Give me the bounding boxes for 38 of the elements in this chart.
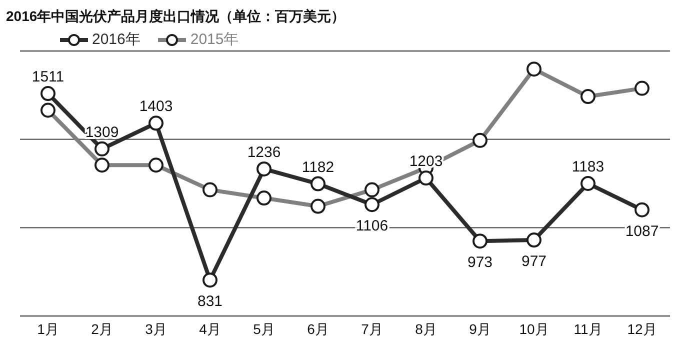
data-label: 1511 <box>32 68 64 86</box>
data-label: 1203 <box>409 153 443 170</box>
legend-label: 2015年 <box>190 30 239 49</box>
data-label: 1087 <box>625 222 659 240</box>
point <box>472 234 488 249</box>
point <box>580 176 596 191</box>
x-tick-label: 2月 <box>91 320 113 337</box>
point <box>94 141 110 156</box>
chart-title: 2016年中国光伏产品月度出口情况（单位：百万美元） <box>6 8 346 26</box>
x-tick-label: 3月 <box>145 320 167 337</box>
x-tick-label: 4月 <box>199 320 221 337</box>
x-tick-label: 11月 <box>574 320 602 337</box>
data-label: 1182 <box>302 158 334 176</box>
x-tick-label: 5月 <box>253 320 275 337</box>
data-label: 1309 <box>85 124 119 141</box>
data-label: 1183 <box>572 158 604 176</box>
x-tick-label: 8月 <box>415 320 437 337</box>
point <box>202 272 218 288</box>
data-label: 977 <box>521 253 547 270</box>
x-tick-label: 7月 <box>361 320 383 337</box>
point <box>40 86 56 102</box>
x-tick-label: 10月 <box>519 320 549 337</box>
data-label: 1403 <box>139 98 173 116</box>
x-tick-label: 1月 <box>37 320 59 337</box>
data-label: 831 <box>197 293 223 310</box>
point <box>418 170 434 186</box>
point <box>310 176 326 192</box>
point <box>148 116 164 131</box>
x-tick-label: 6月 <box>307 320 329 337</box>
point <box>364 197 380 212</box>
data-label: 1236 <box>247 144 281 161</box>
point <box>256 161 272 176</box>
x-tick-label: 12月 <box>627 320 657 337</box>
data-label: 973 <box>467 254 493 272</box>
point <box>526 232 542 248</box>
x-tick-label: 9月 <box>469 320 491 337</box>
point <box>634 202 650 218</box>
legend-label: 2016年 <box>92 30 140 49</box>
